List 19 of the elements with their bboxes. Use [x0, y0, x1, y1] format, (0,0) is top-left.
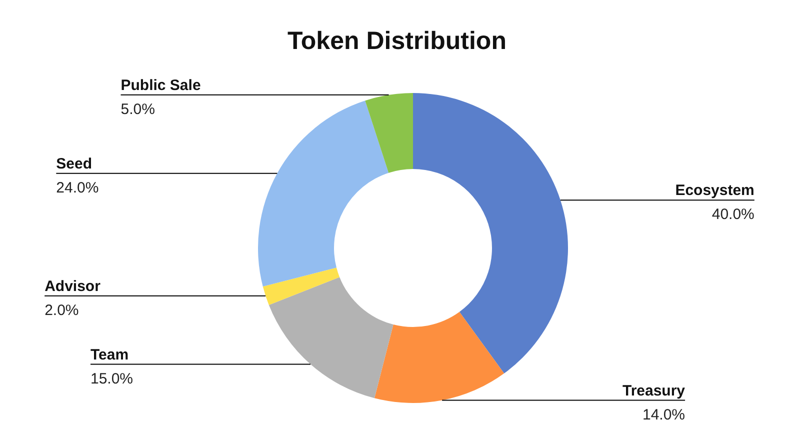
slice-label: Team [90, 346, 129, 364]
slice-label: Advisor [44, 278, 101, 295]
data-label: 2.0% [44, 302, 79, 319]
data-label: 24.0% [56, 179, 99, 196]
data-label: 5.0% [120, 100, 155, 118]
donut-slice [374, 312, 504, 403]
slice-label: Treasury [622, 382, 686, 400]
chart-title: Token Distribution [286, 26, 508, 56]
slice-label: Seed [56, 155, 92, 172]
donut-slice [413, 93, 568, 374]
donut-slice [268, 277, 394, 398]
slice-label: Ecosystem [675, 182, 754, 200]
data-label: 15.0% [90, 370, 134, 388]
donut-slice [262, 268, 340, 306]
data-label: 14.0% [642, 406, 686, 424]
donut-slice [258, 100, 389, 287]
donut-slice [365, 93, 413, 173]
slice-label: Public Sale [120, 76, 201, 94]
data-label: 40.0% [712, 206, 754, 224]
